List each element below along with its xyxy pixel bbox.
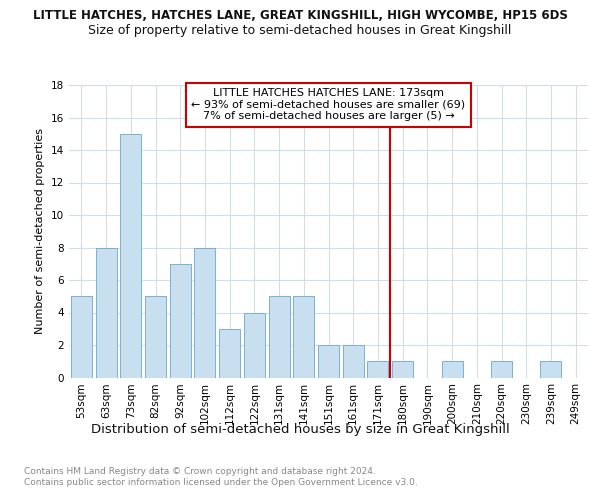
Text: Size of property relative to semi-detached houses in Great Kingshill: Size of property relative to semi-detach… xyxy=(88,24,512,37)
Bar xyxy=(120,134,141,378)
Text: LITTLE HATCHES, HATCHES LANE, GREAT KINGSHILL, HIGH WYCOMBE, HP15 6DS: LITTLE HATCHES, HATCHES LANE, GREAT KING… xyxy=(32,9,568,22)
Bar xyxy=(145,296,166,378)
Text: LITTLE HATCHES HATCHES LANE: 173sqm
← 93% of semi-detached houses are smaller (6: LITTLE HATCHES HATCHES LANE: 173sqm ← 93… xyxy=(191,88,466,122)
Bar xyxy=(442,361,463,378)
Y-axis label: Number of semi-detached properties: Number of semi-detached properties xyxy=(35,128,46,334)
Bar xyxy=(170,264,191,378)
Bar xyxy=(95,248,116,378)
Bar xyxy=(541,361,562,378)
Bar xyxy=(392,361,413,378)
Text: Distribution of semi-detached houses by size in Great Kingshill: Distribution of semi-detached houses by … xyxy=(91,422,509,436)
Bar xyxy=(71,296,92,378)
Bar xyxy=(293,296,314,378)
Bar xyxy=(367,361,388,378)
Bar xyxy=(318,345,339,378)
Bar xyxy=(219,329,240,378)
Bar xyxy=(194,248,215,378)
Bar xyxy=(343,345,364,378)
Text: Contains HM Land Registry data © Crown copyright and database right 2024.
Contai: Contains HM Land Registry data © Crown c… xyxy=(24,468,418,487)
Bar xyxy=(491,361,512,378)
Bar xyxy=(269,296,290,378)
Bar xyxy=(244,312,265,378)
